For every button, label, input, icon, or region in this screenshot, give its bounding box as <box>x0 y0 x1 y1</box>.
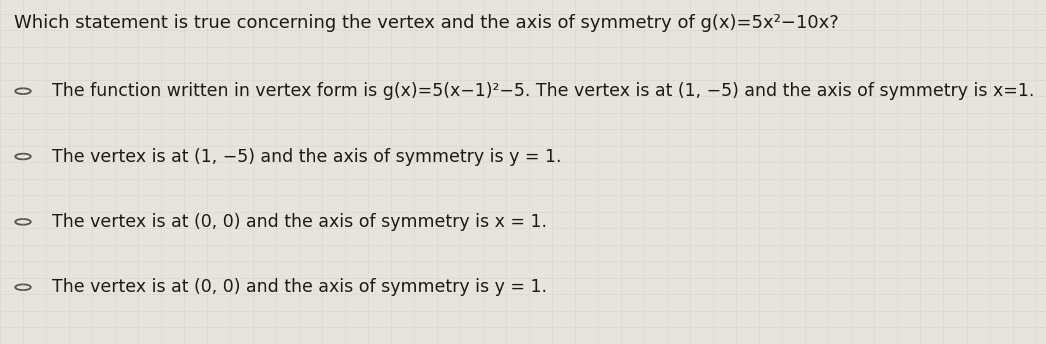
Text: The vertex is at (1, −5) and the axis of symmetry is y = 1.: The vertex is at (1, −5) and the axis of… <box>52 148 562 165</box>
Text: The vertex is at (0, 0) and the axis of symmetry is y = 1.: The vertex is at (0, 0) and the axis of … <box>52 278 547 296</box>
Text: Which statement is true concerning the vertex and the axis of symmetry of g(x)=5: Which statement is true concerning the v… <box>14 14 838 32</box>
Text: The function written in vertex form is g(x)=5(x−1)²−5. The vertex is at (1, −5) : The function written in vertex form is g… <box>52 82 1034 100</box>
Text: The vertex is at (0, 0) and the axis of symmetry is x = 1.: The vertex is at (0, 0) and the axis of … <box>52 213 547 231</box>
